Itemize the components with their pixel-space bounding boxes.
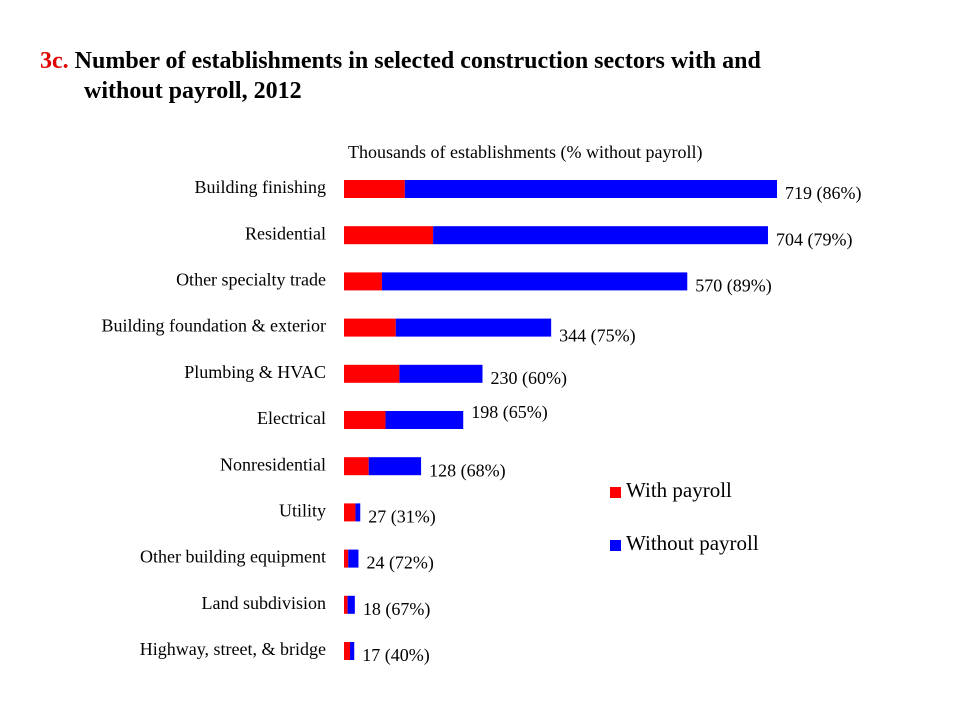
bar-without-payroll <box>347 595 355 614</box>
category-label: Other building equipment <box>140 547 326 567</box>
data-label: 719 (86%) <box>785 183 861 204</box>
bar-without-payroll <box>355 503 361 522</box>
bar-with-payroll <box>344 226 434 245</box>
legend: With payroll Without payroll <box>610 478 759 555</box>
legend-swatch-with-payroll <box>610 487 621 498</box>
bar-without-payroll <box>433 226 768 245</box>
category-label: Residential <box>245 223 326 243</box>
bar-without-payroll <box>368 457 422 476</box>
chart-title-line2: without payroll, 2012 <box>84 78 302 104</box>
data-label: 24 (72%) <box>366 553 433 574</box>
bar-without-payroll <box>385 411 464 429</box>
data-label: 18 (67%) <box>363 599 430 620</box>
data-labels: 719 (86%) 704 (79%) 570 (89%) 344 (75%) 230 … <box>362 183 861 666</box>
bar-with-payroll <box>344 411 386 429</box>
bar-with-payroll <box>344 642 351 660</box>
bar-with-payroll <box>344 272 382 291</box>
chart-subtitle: Thousands of establishments (% without p… <box>348 142 702 163</box>
data-label: 230 (60%) <box>491 368 567 389</box>
chart-number: 3c. <box>40 48 69 74</box>
bar-with-payroll <box>344 318 396 337</box>
chart-title: 3c. Number of establishments in selected… <box>40 46 920 106</box>
category-label: Electrical <box>257 408 326 428</box>
data-label: 27 (31%) <box>368 507 435 528</box>
bar-with-payroll <box>344 180 405 198</box>
chart-title-line1: Number of establishments in selected con… <box>74 48 761 74</box>
legend-label: With payroll <box>626 478 732 502</box>
category-label: Plumbing & HVAC <box>184 362 326 382</box>
bar-with-payroll <box>344 595 348 614</box>
category-label: Land subdivision <box>202 593 327 613</box>
bar-without-payroll <box>348 549 359 568</box>
bar-without-payroll <box>381 272 688 291</box>
bar-without-payroll <box>399 364 483 383</box>
bar-with-payroll <box>344 549 349 568</box>
bar-without-payroll <box>350 642 355 660</box>
data-label: 704 (79%) <box>776 229 852 250</box>
category-label: Highway, street, & bridge <box>140 639 326 659</box>
category-label: Other specialty trade <box>176 270 326 290</box>
category-label: Building foundation & exterior <box>102 316 326 336</box>
data-label: 570 (89%) <box>695 276 771 297</box>
category-labels: Building finishing Residential Other speci… <box>102 177 326 659</box>
category-label: Utility <box>279 501 326 521</box>
bar-with-payroll <box>344 457 369 476</box>
bar-without-payroll <box>404 180 777 198</box>
bar-without-payroll <box>395 318 552 337</box>
legend-swatch-without-payroll <box>610 540 621 551</box>
data-label: 128 (68%) <box>429 460 505 481</box>
legend-label: Without payroll <box>626 531 759 555</box>
bars <box>344 180 777 660</box>
data-label: 344 (75%) <box>559 326 635 347</box>
bar-with-payroll <box>344 503 356 522</box>
data-label: 198 (65%) <box>471 402 547 423</box>
category-label: Nonresidential <box>220 454 326 474</box>
category-label: Building finishing <box>194 177 326 197</box>
data-label: 17 (40%) <box>362 645 429 666</box>
bar-with-payroll <box>344 364 400 383</box>
